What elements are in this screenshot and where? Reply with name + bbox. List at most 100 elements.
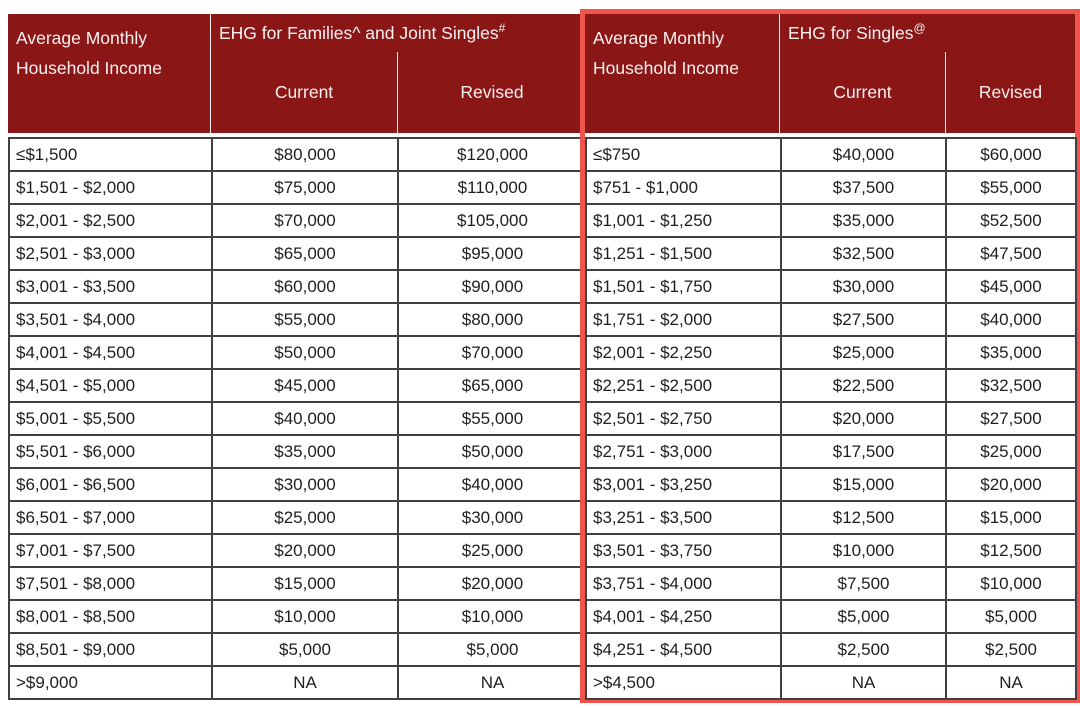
revised-amount-cell: $2,500 xyxy=(945,632,1077,667)
revised-amount-cell: $105,000 xyxy=(397,203,588,238)
current-amount-cell: $32,500 xyxy=(780,236,947,271)
current-amount-cell: NA xyxy=(780,665,947,700)
income-range-cell: $3,501 - $4,000 xyxy=(8,302,213,337)
current-amount-cell: $65,000 xyxy=(211,236,399,271)
table-row: $3,251 - $3,500 $12,500 $15,000 xyxy=(585,500,1077,535)
income-range-cell: $5,001 - $5,500 xyxy=(8,401,213,436)
table-row: $2,501 - $2,750 $20,000 $27,500 xyxy=(585,401,1077,436)
current-amount-cell: $25,000 xyxy=(780,335,947,370)
table-row: $6,501 - $7,000 $25,000 $30,000 xyxy=(8,500,588,535)
current-amount-cell: $37,500 xyxy=(780,170,947,205)
revised-amount-cell: $120,000 xyxy=(397,137,588,172)
table-row: $6,001 - $6,500 $30,000 $40,000 xyxy=(8,467,588,502)
current-amount-cell: $40,000 xyxy=(211,401,399,436)
families-revised-column-header: Revised xyxy=(397,52,586,133)
table-row: $751 - $1,000 $37,500 $55,000 xyxy=(585,170,1077,205)
revised-amount-cell: $5,000 xyxy=(945,599,1077,634)
income-range-cell: $1,501 - $2,000 xyxy=(8,170,213,205)
current-amount-cell: $35,000 xyxy=(780,203,947,238)
current-amount-cell: $10,000 xyxy=(780,533,947,568)
current-amount-cell: $30,000 xyxy=(780,269,947,304)
current-amount-cell: $45,000 xyxy=(211,368,399,403)
table-row: $4,501 - $5,000 $45,000 $65,000 xyxy=(8,368,588,403)
current-amount-cell: $75,000 xyxy=(211,170,399,205)
current-amount-cell: $80,000 xyxy=(211,137,399,172)
income-range-cell: $6,501 - $7,000 xyxy=(8,500,213,535)
singles-income-header: Average Monthly Household Income xyxy=(585,14,780,133)
current-amount-cell: $5,000 xyxy=(780,599,947,634)
revised-amount-cell: $25,000 xyxy=(397,533,588,568)
group-title-superscript: @ xyxy=(913,21,926,35)
families-subheader-row: Current Revised xyxy=(211,52,586,133)
table-row: $3,001 - $3,250 $15,000 $20,000 xyxy=(585,467,1077,502)
header-body-gap xyxy=(8,133,586,137)
income-header-line2: Household Income xyxy=(593,58,739,78)
singles-revised-column-header: Revised xyxy=(945,52,1075,133)
revised-amount-cell: $55,000 xyxy=(397,401,588,436)
table-row: $3,751 - $4,000 $7,500 $10,000 xyxy=(585,566,1077,601)
current-amount-cell: $15,000 xyxy=(211,566,399,601)
income-range-cell: $3,501 - $3,750 xyxy=(585,533,782,568)
income-range-cell: $4,001 - $4,500 xyxy=(8,335,213,370)
current-amount-cell: $12,500 xyxy=(780,500,947,535)
income-range-cell: $4,251 - $4,500 xyxy=(585,632,782,667)
table-row: $3,501 - $3,750 $10,000 $12,500 xyxy=(585,533,1077,568)
income-range-cell: ≤$1,500 xyxy=(8,137,213,172)
income-range-cell: $4,501 - $5,000 xyxy=(8,368,213,403)
income-range-cell: $2,001 - $2,500 xyxy=(8,203,213,238)
current-amount-cell: $17,500 xyxy=(780,434,947,469)
table-row: $4,001 - $4,500 $50,000 $70,000 xyxy=(8,335,588,370)
singles-table-header: Average Monthly Household Income EHG for… xyxy=(585,14,1075,133)
income-header-line2: Household Income xyxy=(16,58,162,78)
revised-amount-cell: $27,500 xyxy=(945,401,1077,436)
table-row: $2,001 - $2,500 $70,000 $105,000 xyxy=(8,203,588,238)
income-range-cell: $2,001 - $2,250 xyxy=(585,335,782,370)
table-row: $2,751 - $3,000 $17,500 $25,000 xyxy=(585,434,1077,469)
income-range-cell: $3,251 - $3,500 xyxy=(585,500,782,535)
revised-amount-cell: $32,500 xyxy=(945,368,1077,403)
current-amount-cell: $15,000 xyxy=(780,467,947,502)
table-row: $4,251 - $4,500 $2,500 $2,500 xyxy=(585,632,1077,667)
income-range-cell: $2,751 - $3,000 xyxy=(585,434,782,469)
revised-amount-cell: NA xyxy=(945,665,1077,700)
current-amount-cell: $35,000 xyxy=(211,434,399,469)
families-data-grid: ≤$1,500 $80,000 $120,000 $1,501 - $2,000 $75… xyxy=(8,137,588,700)
table-row: $1,501 - $1,750 $30,000 $45,000 xyxy=(585,269,1077,304)
current-amount-cell: $60,000 xyxy=(211,269,399,304)
families-table-body: ≤$1,500 $80,000 $120,000 $1,501 - $2,000 $75… xyxy=(8,137,588,700)
header-body-gap xyxy=(585,133,1075,137)
revised-amount-cell: $25,000 xyxy=(945,434,1077,469)
table-row: $4,001 - $4,250 $5,000 $5,000 xyxy=(585,599,1077,634)
table-row: ≤$1,500 $80,000 $120,000 xyxy=(8,137,588,172)
revised-amount-cell: $90,000 xyxy=(397,269,588,304)
revised-amount-cell: $30,000 xyxy=(397,500,588,535)
income-range-cell: $1,001 - $1,250 xyxy=(585,203,782,238)
revised-amount-cell: $55,000 xyxy=(945,170,1077,205)
revised-amount-cell: $47,500 xyxy=(945,236,1077,271)
income-range-cell: $1,251 - $1,500 xyxy=(585,236,782,271)
current-amount-cell: $40,000 xyxy=(780,137,947,172)
current-amount-cell: $7,500 xyxy=(780,566,947,601)
table-row: $8,501 - $9,000 $5,000 $5,000 xyxy=(8,632,588,667)
income-range-cell: $7,001 - $7,500 xyxy=(8,533,213,568)
income-range-cell: $3,751 - $4,000 xyxy=(585,566,782,601)
revised-amount-cell: $60,000 xyxy=(945,137,1077,172)
table-row: $1,501 - $2,000 $75,000 $110,000 xyxy=(8,170,588,205)
table-row: $3,001 - $3,500 $60,000 $90,000 xyxy=(8,269,588,304)
table-row: $7,501 - $8,000 $15,000 $20,000 xyxy=(8,566,588,601)
table-row: $5,501 - $6,000 $35,000 $50,000 xyxy=(8,434,588,469)
ehg-singles-table: Average Monthly Household Income EHG for… xyxy=(585,14,1077,700)
income-range-cell: $4,001 - $4,250 xyxy=(585,599,782,634)
revised-amount-cell: $52,500 xyxy=(945,203,1077,238)
income-range-cell: $1,501 - $1,750 xyxy=(585,269,782,304)
singles-highlight-box: Average Monthly Household Income EHG for… xyxy=(580,9,1080,703)
table-row: $2,501 - $3,000 $65,000 $95,000 xyxy=(8,236,588,271)
income-range-cell: >$4,500 xyxy=(585,665,782,700)
table-row: ≤$750 $40,000 $60,000 xyxy=(585,137,1077,172)
table-row: $7,001 - $7,500 $20,000 $25,000 xyxy=(8,533,588,568)
families-group-title: EHG for Families^ and Joint Singles# xyxy=(211,14,586,52)
income-header-line1: Average Monthly xyxy=(593,28,725,48)
revised-amount-cell: $12,500 xyxy=(945,533,1077,568)
table-row: $5,001 - $5,500 $40,000 $55,000 xyxy=(8,401,588,436)
